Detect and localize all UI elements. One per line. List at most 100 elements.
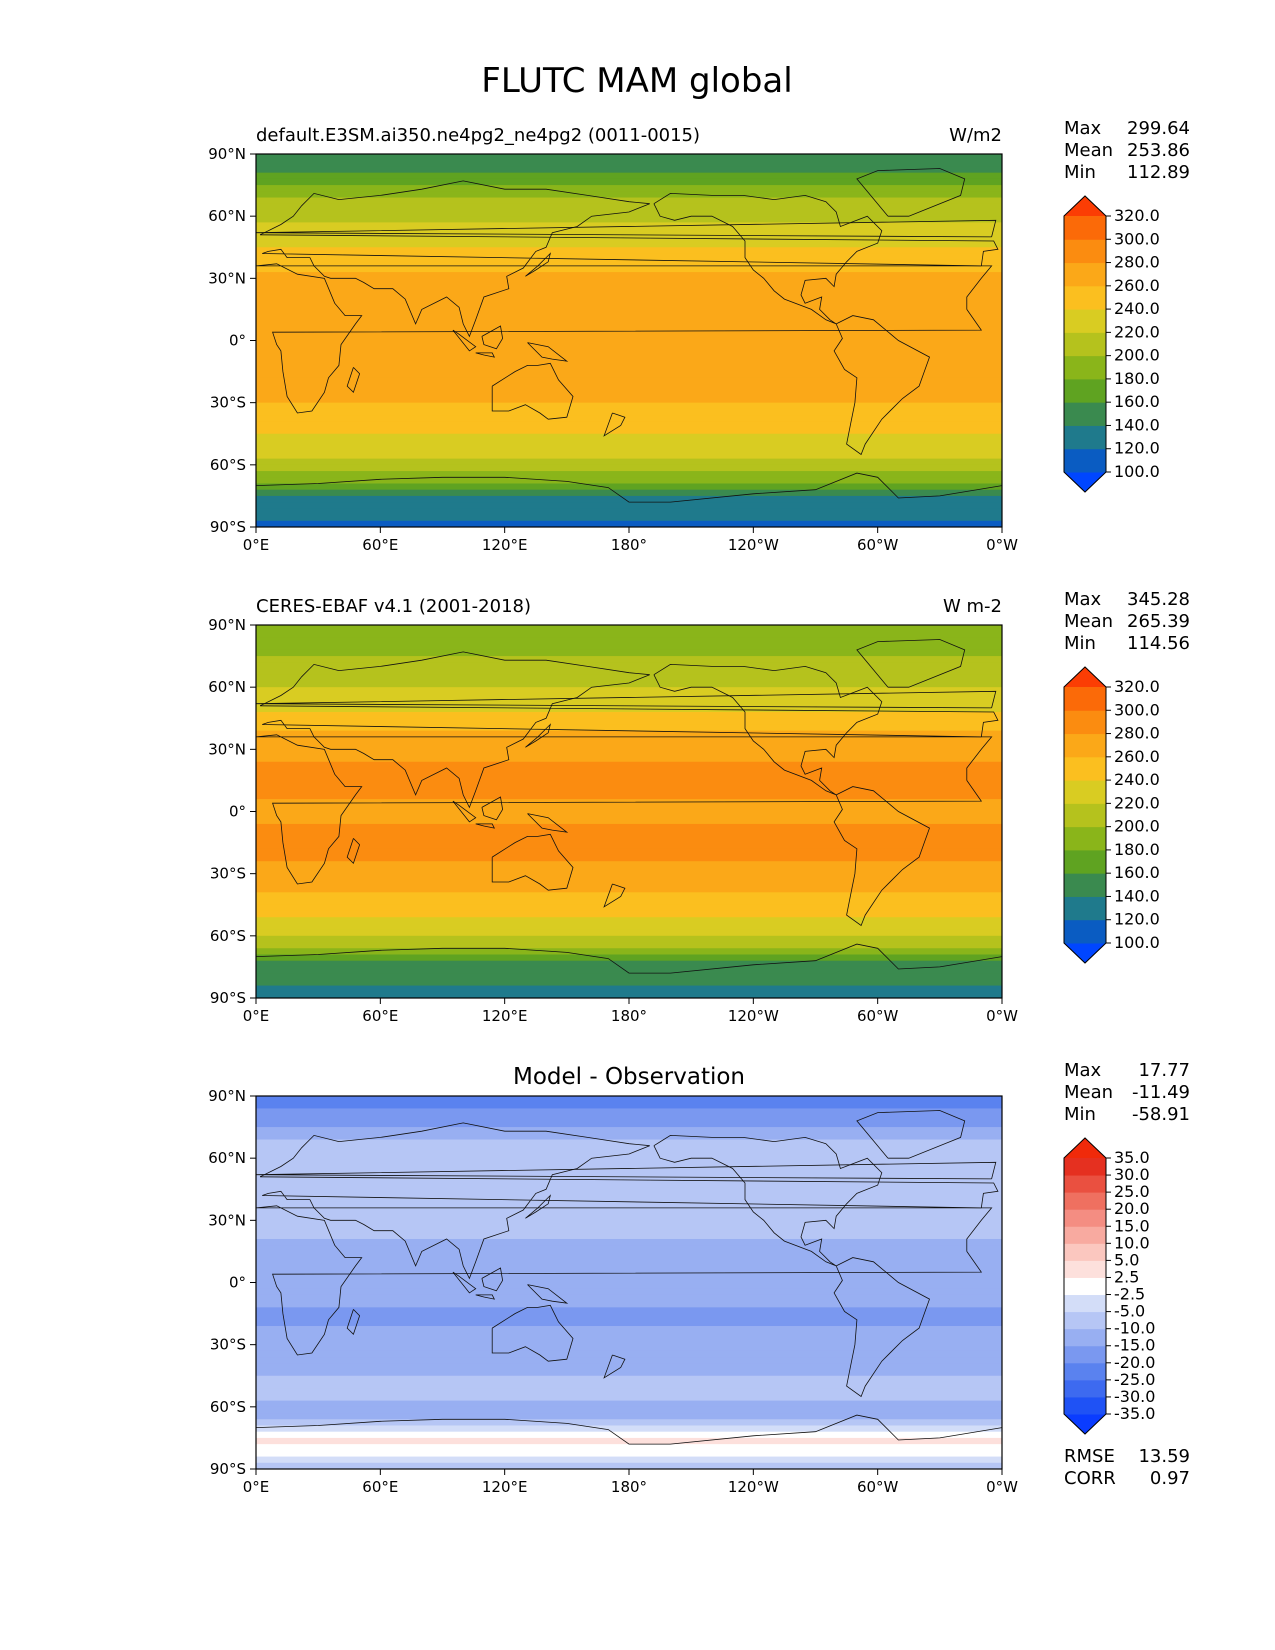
lat-band — [256, 303, 1002, 311]
coastline — [833, 315, 930, 456]
colorbar-tick-label: 140.0 — [1114, 415, 1160, 434]
lat-band — [256, 483, 1002, 491]
colorbar-segment — [1064, 1379, 1106, 1398]
lat-band — [256, 1326, 1002, 1333]
lat-band — [256, 247, 1002, 255]
lat-band — [256, 699, 1002, 707]
coastline — [452, 1271, 477, 1294]
colorbar-tick-label: 180.0 — [1114, 840, 1160, 859]
lat-band — [256, 1400, 1002, 1408]
metric-value: 0.97 — [1150, 1468, 1190, 1489]
lat-band — [256, 792, 1002, 800]
coastline — [525, 252, 552, 277]
stat-value: 345.28 — [1127, 589, 1190, 610]
lat-band — [256, 1201, 1002, 1209]
x-tick-label: 120°W — [728, 536, 779, 554]
lat-band — [256, 1369, 1002, 1377]
colorbar-tick-label: 100.0 — [1114, 933, 1160, 952]
colorbar-segment — [1064, 425, 1106, 450]
lat-band — [256, 1406, 1002, 1414]
colorbar-tick-label: -2.5 — [1114, 1285, 1145, 1304]
lat-band — [256, 1344, 1002, 1352]
lat-band — [256, 886, 1002, 893]
lat-band — [256, 1170, 1002, 1178]
coastline — [527, 1284, 569, 1304]
lat-band — [256, 1450, 1002, 1458]
colorbar-tick-label: 240.0 — [1114, 299, 1160, 318]
lat-band — [256, 514, 1002, 522]
stat-value: 299.64 — [1127, 118, 1190, 139]
coastline — [256, 943, 1002, 974]
coastline — [256, 690, 997, 709]
lat-band — [256, 910, 1002, 918]
colorbar-tick-label: 120.0 — [1114, 439, 1160, 458]
y-tick-label: 60°N — [208, 1149, 246, 1167]
lat-band — [256, 917, 1002, 924]
colorbar-tick-label: 320.0 — [1114, 677, 1160, 696]
y-tick-label: 30°N — [208, 1211, 246, 1229]
y-tick-label: 90°S — [210, 1460, 246, 1478]
colorbar-tick-label: 25.0 — [1114, 1182, 1150, 1201]
lat-band — [256, 631, 1002, 639]
stat-value: -58.91 — [1132, 1104, 1190, 1125]
lat-band — [256, 923, 1002, 931]
colorbar-segment — [1064, 756, 1106, 781]
lat-band — [256, 477, 1002, 485]
colorbar-tick-label: 100.0 — [1114, 462, 1160, 481]
lat-band — [256, 290, 1002, 298]
colorbar-extend-max — [1064, 196, 1106, 216]
lat-band — [256, 154, 1002, 161]
y-tick-label: 30°N — [208, 269, 246, 287]
lat-band — [256, 203, 1002, 211]
lat-band — [256, 1419, 1002, 1427]
map-field — [256, 1096, 1002, 1469]
colorbar-tick-label: -15.0 — [1114, 1336, 1155, 1355]
colorbar-segment — [1064, 919, 1106, 944]
coastline — [527, 813, 569, 833]
units-label: W m-2 — [943, 596, 1002, 617]
lat-band — [256, 427, 1002, 435]
lat-band — [256, 439, 1002, 447]
panel-title: default.E3SM.ai350.ne4pg2_ne4pg2 (0011-0… — [256, 125, 700, 146]
coastline — [603, 1354, 626, 1379]
lat-band — [256, 1145, 1002, 1153]
units-label: W/m2 — [949, 125, 1002, 146]
lat-band — [256, 191, 1002, 199]
colorbar-segment — [1064, 687, 1106, 711]
colorbar-segment — [1064, 1328, 1106, 1347]
metric-label: CORR — [1064, 1468, 1116, 1489]
map-field — [256, 625, 1002, 998]
x-tick-label: 0°E — [243, 1007, 270, 1025]
colorbar-segment — [1064, 733, 1106, 758]
lat-band — [256, 1127, 1002, 1134]
colorbar-segment — [1064, 1362, 1106, 1381]
lat-band — [256, 1294, 1002, 1302]
lat-band — [256, 1183, 1002, 1190]
x-tick-label: 60°W — [857, 1478, 899, 1496]
colorbar-segment — [1064, 873, 1106, 897]
colorbar: -35.0-30.0-25.0-20.0-15.0-10.0-5.0-2.52.… — [1063, 1137, 1155, 1435]
lat-band — [256, 1456, 1002, 1464]
colorbar-tick-label: 260.0 — [1114, 276, 1160, 295]
lat-band — [256, 1189, 1002, 1197]
lat-band — [256, 1425, 1002, 1433]
x-tick-label: 120°E — [482, 1007, 528, 1025]
lat-band — [256, 1338, 1002, 1346]
lat-band — [256, 743, 1002, 750]
coastline — [603, 883, 626, 908]
x-tick-label: 180° — [611, 536, 647, 554]
lat-band — [256, 985, 1002, 993]
colorbar-segment — [1064, 1226, 1106, 1244]
stat-value: 112.89 — [1127, 162, 1190, 183]
lat-band — [256, 662, 1002, 670]
lat-band — [256, 749, 1002, 757]
lat-band — [256, 1257, 1002, 1265]
colorbar-segment — [1064, 1260, 1106, 1278]
coastline — [259, 180, 999, 338]
lat-band — [256, 415, 1002, 422]
lat-band — [256, 1319, 1002, 1327]
colorbar-tick-label: 220.0 — [1114, 793, 1160, 812]
stat-label: Min — [1064, 633, 1096, 654]
lat-band — [256, 253, 1002, 261]
lat-band — [256, 1282, 1002, 1290]
